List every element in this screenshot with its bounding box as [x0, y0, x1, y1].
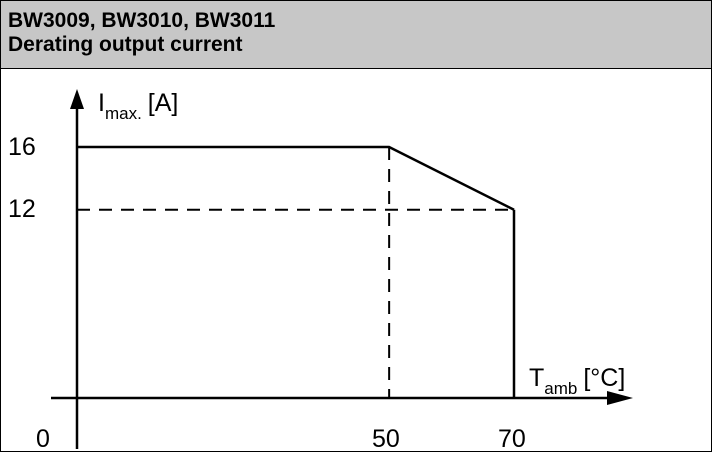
- x-axis-arrow-icon: [607, 391, 633, 405]
- derating-curve: [77, 145, 515, 211]
- x-tick-label-50: 50: [372, 425, 400, 451]
- x-axis-label: Tamb [°C]: [529, 364, 625, 398]
- chart-title: Derating output current: [8, 33, 243, 56]
- chart-header: BW3009, BW3010, BW3011 Derating output c…: [1, 1, 711, 69]
- y-axis-label: Imax. [A]: [98, 89, 178, 123]
- y-tick-label-12: 12: [8, 195, 36, 223]
- x-tick-label-0: 0: [36, 425, 50, 451]
- product-list-title: BW3009, BW3010, BW3011: [8, 9, 276, 32]
- x-tick-label-70: 70: [498, 425, 526, 451]
- y-tick-label-16: 16: [8, 133, 36, 161]
- y-axis-arrow-icon: [70, 89, 84, 109]
